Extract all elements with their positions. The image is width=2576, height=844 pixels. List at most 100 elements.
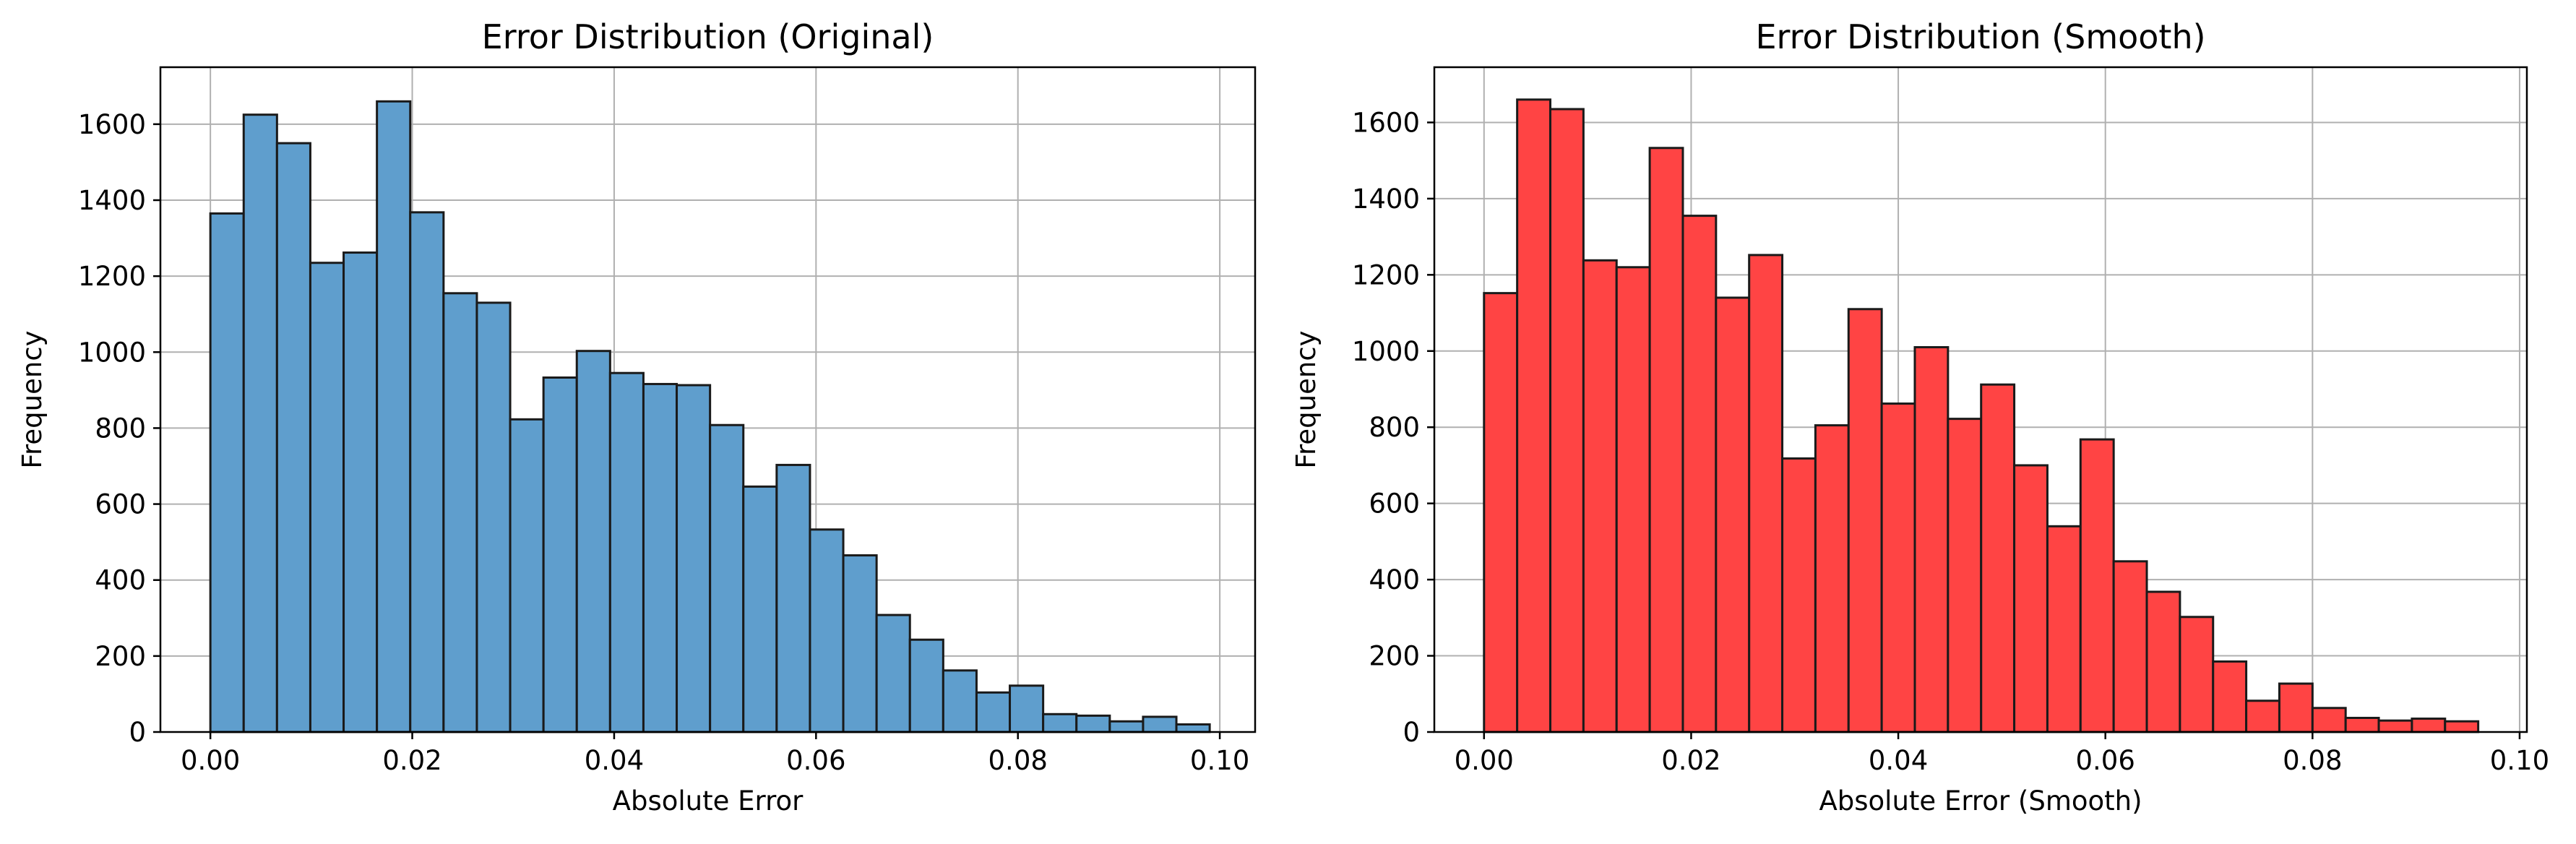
histogram-bar — [242, 113, 278, 733]
histogram-bar — [475, 301, 512, 733]
y-ticks-smooth: 0 200 400 600 800 1000 1200 1400 1600 — [1352, 107, 1434, 748]
plot-frame-smooth — [1433, 66, 2528, 733]
histogram-bar — [2112, 560, 2148, 733]
x-tick-label: 0.00 — [1455, 745, 1514, 776]
y-tick-label: 600 — [1369, 488, 1420, 520]
histogram-bar — [2344, 716, 2380, 733]
histogram-bar — [575, 350, 611, 733]
histogram-bar — [275, 142, 311, 733]
y-ticks-original: 0 200 400 600 800 1000 1200 1400 1600 — [78, 109, 160, 748]
y-tick-label: 1600 — [1352, 107, 1420, 138]
y-axis-label: Frequency — [1291, 330, 1322, 468]
y-tick-label: 200 — [1369, 641, 1420, 672]
x-axis-label: Absolute Error — [613, 785, 804, 817]
histogram-bar — [676, 384, 712, 733]
x-tick-label: 0.06 — [786, 745, 845, 776]
histogram-bar — [542, 376, 578, 733]
x-tick-label: 0.06 — [2076, 745, 2135, 776]
y-tick-label: 0 — [1403, 717, 1420, 748]
histogram-bar — [2278, 682, 2314, 733]
histogram-bar — [608, 371, 645, 733]
histogram-bar — [1175, 723, 1211, 733]
y-tick-label: 1200 — [1352, 259, 1420, 290]
x-tick-label: 0.10 — [1190, 745, 1249, 776]
y-tick-label: 1000 — [1352, 336, 1420, 367]
histogram-bar — [343, 251, 379, 733]
histogram-bar — [1880, 402, 1916, 733]
chart-original: 0.00 0.02 0.04 0.06 0.08 0.10 0 200 400 600 800 10… — [17, 17, 1257, 817]
histogram-bar — [309, 262, 345, 733]
y-tick-label: 400 — [1369, 564, 1420, 595]
histogram-bar — [1582, 259, 1618, 733]
histogram-bar — [1108, 720, 1145, 733]
histogram-bar — [376, 100, 412, 733]
x-tick-label: 0.04 — [585, 745, 644, 776]
histogram-bar — [1516, 98, 1552, 733]
histogram-bar — [1075, 714, 1111, 733]
histogram-bar — [2145, 590, 2181, 733]
histogram-bar — [1947, 418, 1983, 733]
histogram-bar — [809, 528, 845, 733]
histogram-bar — [1648, 147, 1684, 733]
y-tick-label: 800 — [95, 413, 146, 444]
histogram-bar — [908, 638, 944, 733]
y-tick-label: 1600 — [78, 109, 146, 140]
histogram-bar — [975, 691, 1012, 733]
x-tick-label: 0.00 — [181, 745, 240, 776]
chart-title: Error Distribution (Original) — [482, 17, 934, 56]
histogram-bar — [875, 613, 911, 733]
chart-smooth: 0.00 0.02 0.04 0.06 0.08 0.10 0 200 400 600 800 10… — [1291, 17, 2549, 817]
x-tick-label: 0.10 — [2490, 745, 2549, 776]
histogram-bar — [2245, 699, 2280, 733]
histogram-bar — [1913, 346, 1950, 733]
y-tick-label: 200 — [95, 641, 146, 672]
histogram-bar — [2046, 525, 2082, 733]
histogram-bar — [442, 292, 478, 733]
histogram-bar — [2444, 720, 2480, 733]
histogram-bar — [1781, 457, 1817, 733]
y-tick-label: 0 — [129, 717, 146, 748]
x-ticks-original: 0.00 0.02 0.04 0.06 0.08 0.10 — [181, 732, 1249, 776]
histogram-bar — [1814, 424, 1850, 733]
x-tick-label: 0.08 — [2283, 745, 2342, 776]
histogram-bar — [1980, 383, 2016, 733]
histogram-bar — [509, 418, 545, 733]
plot-frame-original — [159, 66, 1257, 733]
x-ticks-smooth: 0.00 0.02 0.04 0.06 0.08 0.10 — [1455, 732, 2549, 776]
histogram-bar — [2411, 718, 2447, 733]
histogram-bar — [1715, 296, 1751, 733]
x-tick-label: 0.02 — [1661, 745, 1720, 776]
histogram-bar — [942, 669, 978, 733]
histogram-bar — [1042, 712, 1078, 733]
y-axis-label: Frequency — [17, 330, 48, 468]
x-tick-label: 0.02 — [382, 745, 441, 776]
y-tick-label: 800 — [1369, 412, 1420, 443]
histogram-bar — [2377, 719, 2413, 733]
histogram-bar — [409, 211, 445, 733]
histogram-bar — [1681, 215, 1718, 733]
y-tick-label: 1400 — [78, 185, 146, 216]
histogram-bar — [1615, 266, 1651, 733]
y-tick-label: 1400 — [1352, 184, 1420, 215]
histogram-bar — [1549, 108, 1585, 733]
histogram-bar — [2212, 660, 2248, 733]
y-tick-label: 1200 — [78, 261, 146, 292]
bars-original — [209, 100, 1211, 733]
histogram-bar — [842, 554, 878, 733]
histogram-bar — [1009, 684, 1045, 733]
y-tick-label: 400 — [95, 565, 146, 596]
histogram-bar — [2079, 438, 2115, 733]
histogram-bar — [2013, 464, 2049, 733]
histogram-bar — [709, 423, 745, 733]
histogram-bar — [742, 485, 778, 733]
histogram-bar — [775, 463, 811, 733]
x-tick-label: 0.04 — [1869, 745, 1928, 776]
histogram-bar — [209, 212, 245, 733]
x-axis-label: Absolute Error (Smooth) — [1819, 785, 2142, 817]
chart-title: Error Distribution (Smooth) — [1755, 17, 2205, 56]
y-tick-label: 1000 — [78, 337, 146, 368]
x-tick-label: 0.08 — [988, 745, 1048, 776]
histogram-bar — [1748, 254, 1784, 733]
histogram-bar — [2179, 616, 2215, 733]
